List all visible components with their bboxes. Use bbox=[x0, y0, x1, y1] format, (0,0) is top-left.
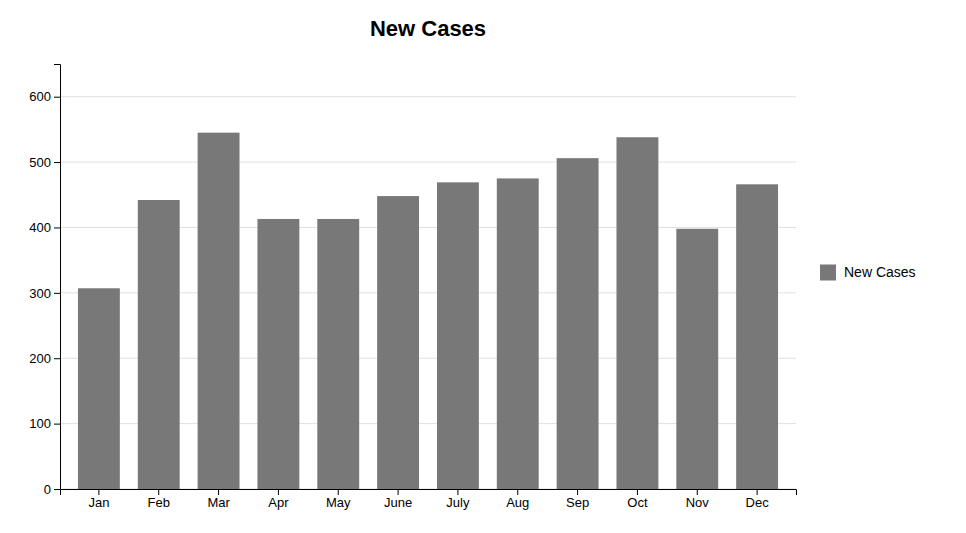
grid-line bbox=[60, 96, 796, 97]
x-tick-mark bbox=[278, 489, 279, 495]
y-tick: 400 bbox=[29, 220, 60, 235]
plot: 0 100 200 300 400 500 600 Jan Feb Mar Apr May June Ju… bbox=[29, 65, 796, 511]
x-tick: Jan bbox=[88, 489, 109, 510]
y-tick: 200 bbox=[29, 351, 60, 366]
x-tick: Mar bbox=[207, 489, 230, 510]
x-tick-label: Aug bbox=[506, 495, 529, 510]
x-axis: Jan Feb Mar Apr May June July Aug Sep Oct Nov Dec bbox=[61, 489, 797, 510]
x-tick-label: May bbox=[326, 495, 351, 510]
y-tick-label: 500 bbox=[29, 155, 51, 170]
x-tick: Aug bbox=[506, 489, 529, 510]
x-tick: May bbox=[326, 489, 351, 510]
legend-label: New Cases bbox=[844, 264, 916, 280]
x-tick-mark bbox=[218, 489, 219, 495]
grid-line bbox=[60, 162, 796, 163]
x-tick: Dec bbox=[746, 489, 770, 510]
y-axis-line bbox=[54, 65, 61, 490]
x-tick: June bbox=[384, 489, 412, 510]
bar bbox=[437, 182, 479, 489]
bar bbox=[377, 196, 419, 489]
x-tick-mark bbox=[517, 489, 518, 495]
x-tick-label: Feb bbox=[148, 495, 170, 510]
x-tick-label: Mar bbox=[207, 495, 230, 510]
bar bbox=[736, 184, 778, 489]
y-tick-label: 600 bbox=[29, 89, 51, 104]
x-tick-mark bbox=[697, 489, 698, 495]
bar bbox=[198, 133, 240, 489]
y-tick: 0 bbox=[44, 482, 60, 497]
x-tick-label: Dec bbox=[746, 495, 770, 510]
x-tick: Apr bbox=[268, 489, 289, 510]
x-tick-mark bbox=[98, 489, 99, 495]
y-axis: 0 100 200 300 400 500 600 bbox=[29, 65, 60, 497]
y-tick-mark bbox=[54, 293, 60, 294]
x-tick-label: Jan bbox=[88, 495, 109, 510]
y-tick-label: 100 bbox=[29, 416, 51, 431]
y-tick-mark bbox=[54, 358, 60, 359]
title: New Cases bbox=[370, 16, 486, 41]
y-tick-mark bbox=[54, 97, 60, 98]
y-tick-mark bbox=[54, 424, 60, 425]
y-tick-label: 400 bbox=[29, 220, 51, 235]
chart: 0 100 200 300 400 500 600 Jan Feb Mar Apr May June Ju… bbox=[0, 0, 966, 533]
bar bbox=[676, 229, 718, 489]
x-tick-label: July bbox=[446, 495, 470, 510]
x-tick-label: June bbox=[384, 495, 412, 510]
bar bbox=[616, 137, 658, 489]
y-tick-mark bbox=[54, 227, 60, 228]
bar bbox=[78, 288, 120, 489]
x-tick-label: Oct bbox=[627, 495, 648, 510]
bar bbox=[557, 158, 599, 489]
x-tick-mark bbox=[457, 489, 458, 495]
y-tick-label: 200 bbox=[29, 351, 51, 366]
x-tick-mark bbox=[577, 489, 578, 495]
y-tick: 600 bbox=[29, 89, 60, 104]
x-tick-mark bbox=[637, 489, 638, 495]
x-tick: Sep bbox=[566, 489, 589, 510]
legend-item: New Cases bbox=[820, 264, 916, 280]
x-tick-label: Sep bbox=[566, 495, 589, 510]
bar bbox=[257, 219, 299, 489]
x-tick: Nov bbox=[686, 489, 710, 510]
x-axis-line bbox=[61, 490, 797, 496]
x-tick: July bbox=[446, 489, 470, 510]
y-tick-mark bbox=[54, 489, 60, 490]
x-tick: Oct bbox=[627, 489, 648, 510]
legend-swatch bbox=[820, 265, 836, 281]
x-tick-mark bbox=[338, 489, 339, 495]
bar bbox=[317, 219, 359, 489]
grid bbox=[60, 97, 796, 489]
y-tick-mark bbox=[54, 162, 60, 163]
bars bbox=[78, 133, 778, 489]
x-tick-mark bbox=[158, 489, 159, 495]
y-tick-label: 0 bbox=[44, 482, 51, 497]
bar bbox=[138, 200, 180, 489]
legend: New Cases bbox=[820, 264, 916, 280]
x-tick-label: Nov bbox=[686, 495, 710, 510]
x-tick-mark bbox=[757, 489, 758, 495]
x-tick-mark bbox=[398, 489, 399, 495]
bar bbox=[497, 178, 539, 489]
x-tick: Feb bbox=[148, 489, 170, 510]
y-tick: 300 bbox=[29, 286, 60, 301]
y-tick: 100 bbox=[29, 416, 60, 431]
y-tick: 500 bbox=[29, 155, 60, 170]
x-tick-label: Apr bbox=[268, 495, 289, 510]
y-tick-label: 300 bbox=[29, 286, 51, 301]
